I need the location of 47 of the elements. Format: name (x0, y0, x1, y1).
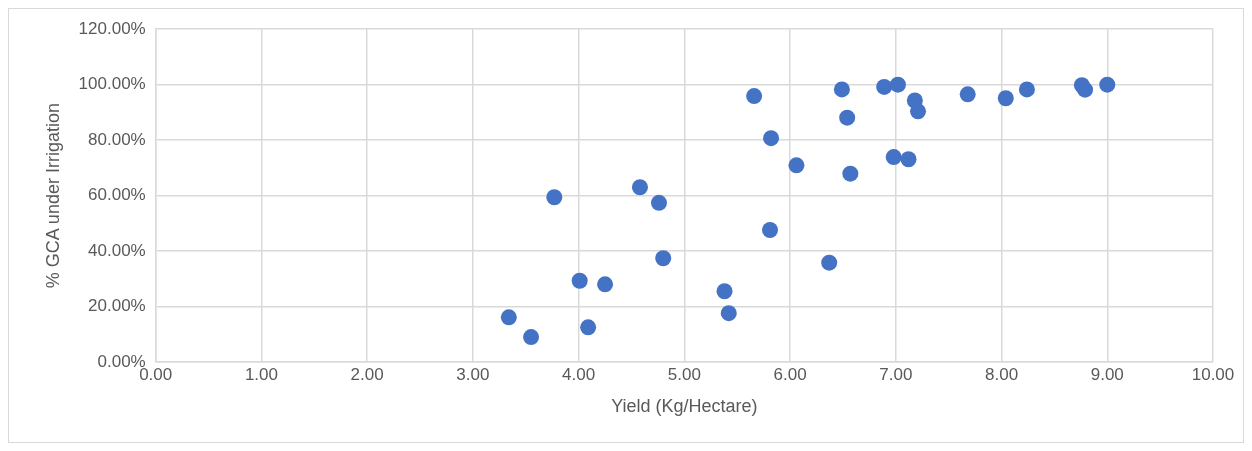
x-tick-label: 10.00 (1191, 364, 1235, 384)
point (580, 319, 597, 336)
point (720, 305, 737, 322)
y-tick-label: 60.00% (88, 185, 146, 205)
point (762, 221, 778, 238)
point (889, 76, 906, 93)
x-tick-label: 1.00 (244, 364, 278, 384)
point (500, 309, 517, 326)
point (523, 329, 540, 346)
x-tick-label: 7.00 (879, 364, 913, 384)
point (788, 157, 805, 174)
point (763, 130, 780, 147)
point (1099, 76, 1116, 93)
point (833, 81, 850, 98)
y-tick-label: 100.00% (78, 74, 146, 94)
point (910, 103, 927, 120)
point (571, 272, 588, 289)
point (842, 165, 859, 182)
point (839, 109, 856, 126)
point (650, 194, 667, 211)
x-tick-label: 2.00 (350, 364, 384, 384)
point (631, 179, 648, 196)
y-tick-label: 40.00% (88, 240, 146, 260)
x-tick-label: 3.00 (456, 364, 490, 384)
x-tick-label: 8.00 (985, 364, 1019, 384)
y-tick-label: 20.00% (88, 296, 146, 316)
point (885, 149, 902, 166)
y-tick-label: 120.00% (78, 18, 146, 38)
x-tick-label: 9.00 (1090, 364, 1124, 384)
point (546, 189, 563, 206)
point (597, 276, 614, 293)
point (876, 78, 893, 95)
point (655, 250, 672, 267)
point (900, 151, 917, 168)
x-tick-label: 5.00 (667, 364, 701, 384)
y-tick-label: 80.00% (88, 129, 146, 149)
point (1077, 81, 1094, 98)
point (959, 86, 976, 103)
point (997, 90, 1014, 107)
x-tick-label: 4.00 (562, 364, 596, 384)
point (716, 283, 733, 300)
point (821, 254, 838, 271)
point (746, 88, 763, 105)
y-axis-title: % GCA under Irrigation (42, 103, 63, 289)
x-tick-label: 6.00 (773, 364, 807, 384)
point (1018, 81, 1035, 98)
x-axis-title: Yield (Kg/Hectare) (611, 396, 758, 417)
